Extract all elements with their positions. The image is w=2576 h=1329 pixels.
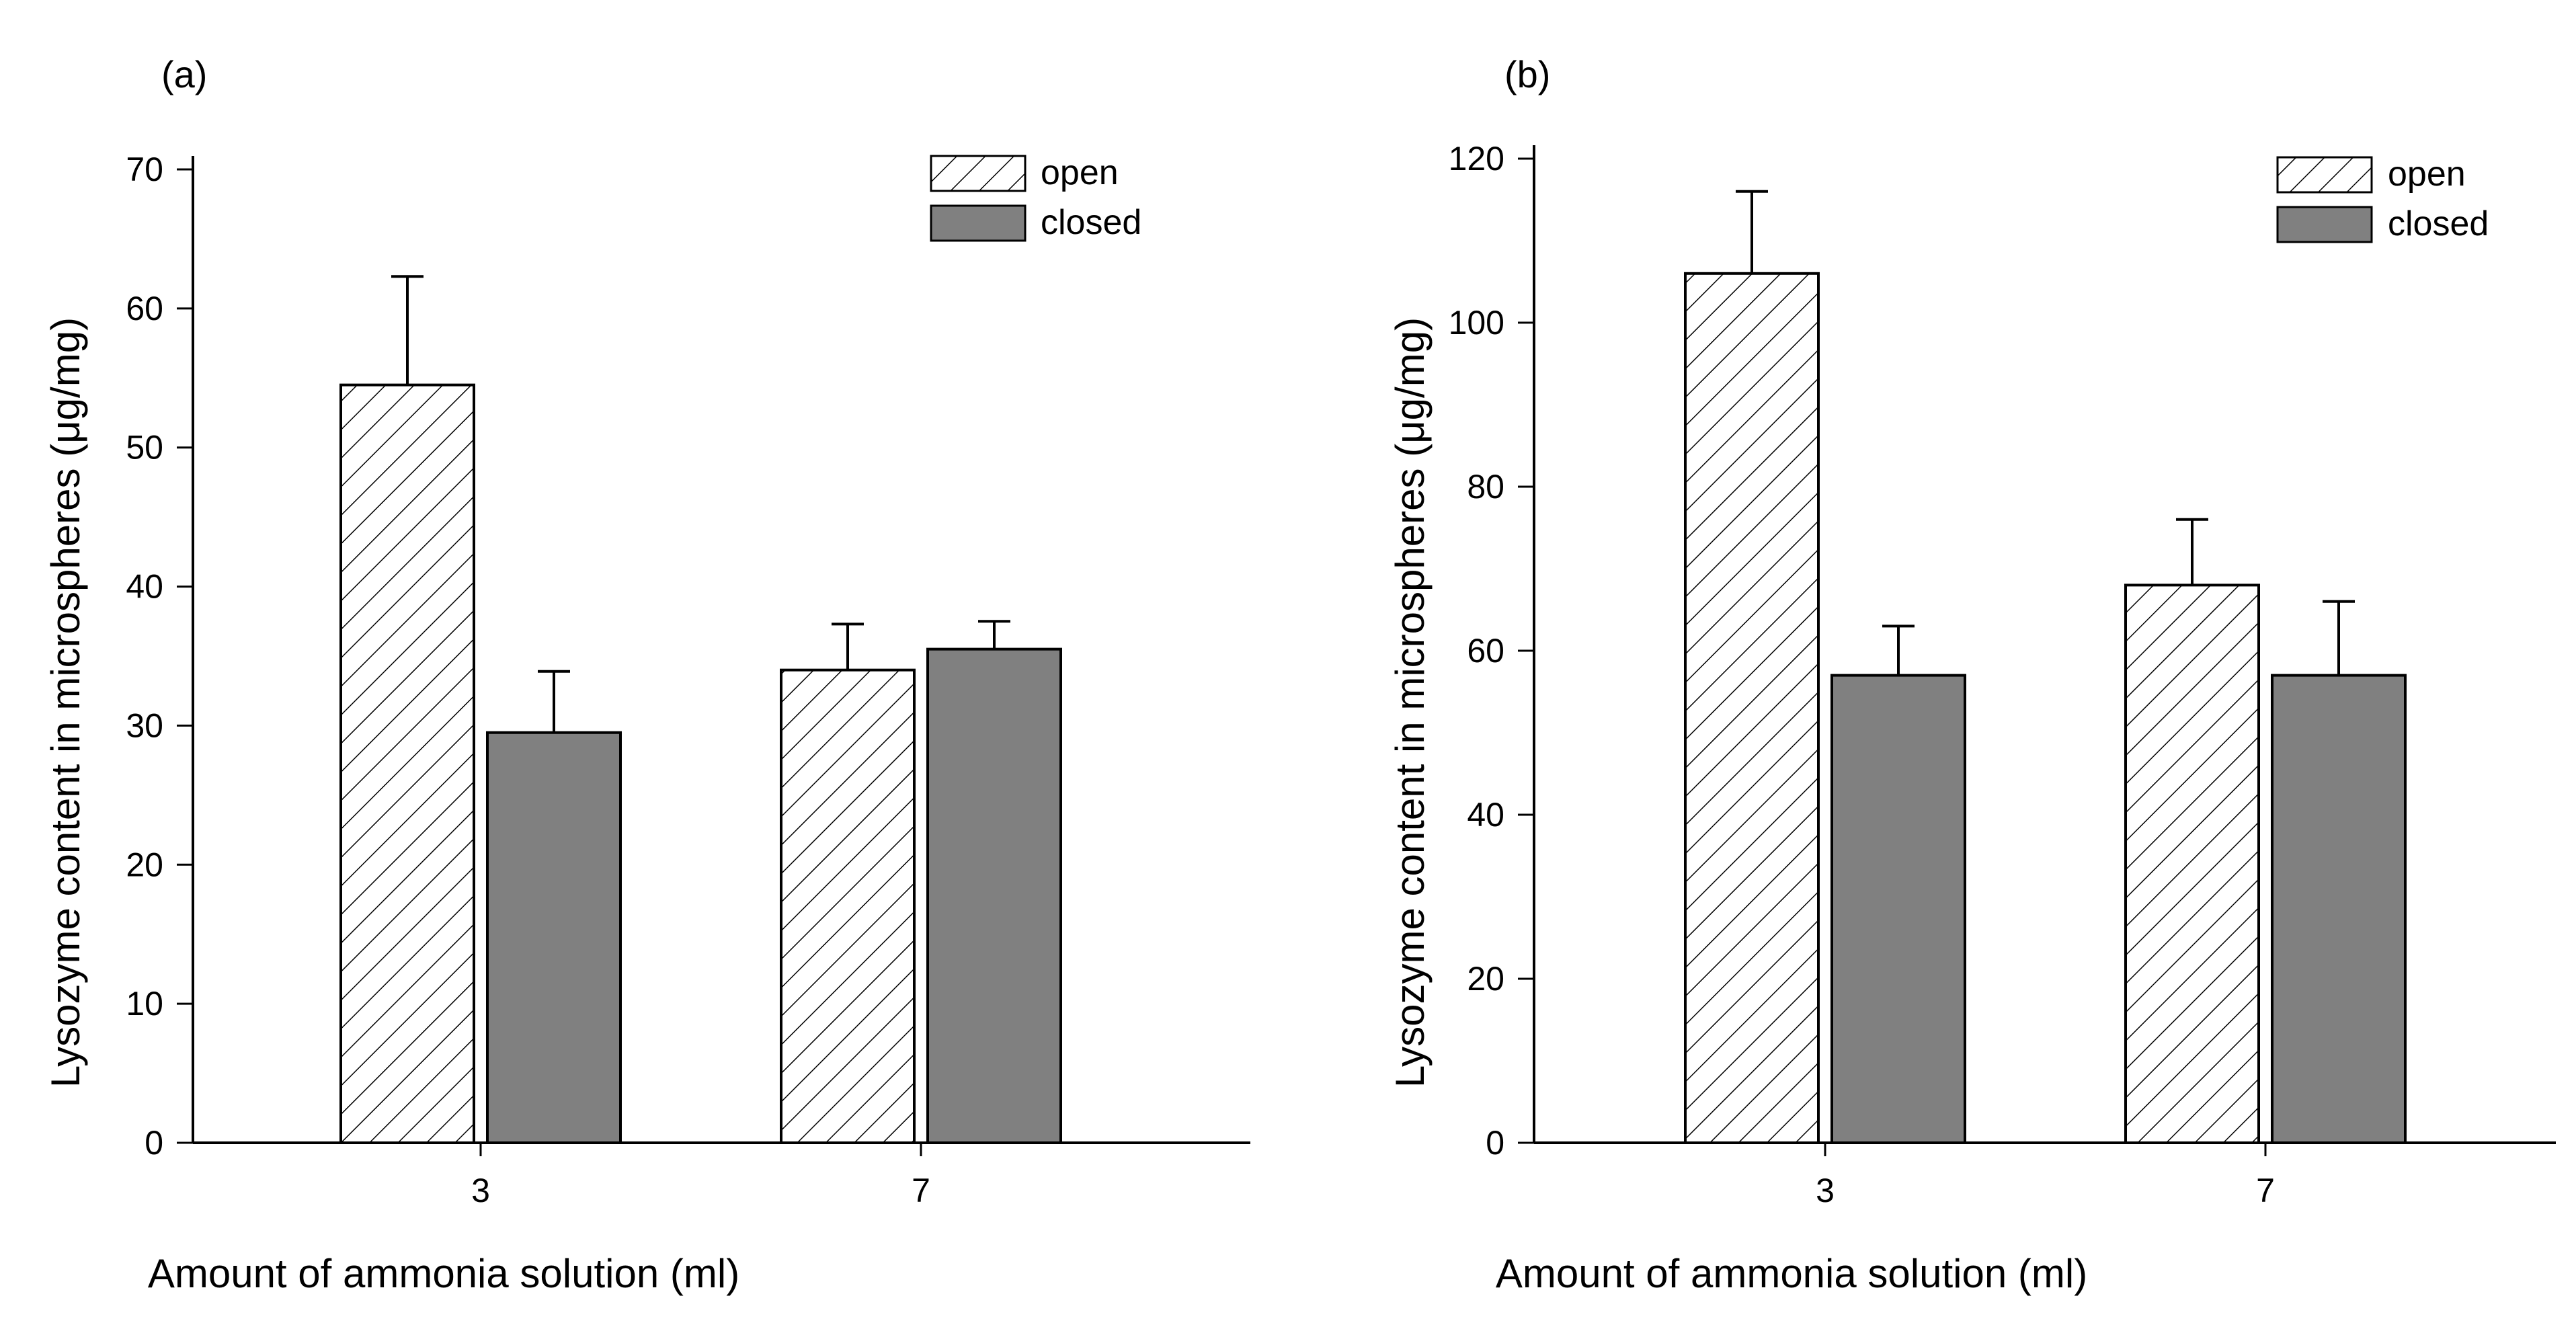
panel-b-bar-open-3 (1684, 272, 1820, 1144)
panel-b-bar-closed-7 (2271, 674, 2407, 1144)
panel-b-y-tick-label: 20 (1467, 960, 1504, 998)
panel-b-y-tick-label: 40 (1467, 796, 1504, 834)
panel-a-y-tick-label: 10 (126, 985, 163, 1022)
panel-b-legend-open-label: open (2388, 155, 2466, 194)
panel-b-y-tick-label: 60 (1467, 632, 1504, 670)
panel-a-bar-open-7 (780, 668, 916, 1144)
panel-b-label: (b) (1504, 53, 1550, 95)
panel-a-bars (339, 275, 1062, 1145)
panel-b-legend: open closed (2276, 155, 2489, 243)
panel-a-label: (a) (161, 53, 207, 95)
panel-a-bar-closed-3 (486, 731, 622, 1145)
panel-b-y-ticks: 0 20 40 60 80 100 120 (1449, 140, 1534, 1162)
panel-b-legend-open-swatch (2276, 156, 2373, 194)
panel-a-x-tick-label: 3 (471, 1172, 490, 1209)
panel-a-y-tick-label: 60 (126, 290, 163, 327)
panel-a-x-axis-title: Amount of ammonia solution (ml) (148, 1251, 739, 1296)
panel-a-legend: open closed (930, 153, 1141, 242)
panel-b-y-tick-label: 120 (1449, 140, 1504, 177)
panel-a-bar-closed-7 (926, 647, 1062, 1144)
panel-a-legend-open-label: open (1041, 153, 1119, 192)
panel-a-legend-closed-label: closed (1041, 203, 1141, 242)
panel-b: (b) Amount of ammonia solution (ml) Lyso… (1387, 53, 2556, 1296)
panel-a-legend-closed-swatch (930, 204, 1027, 242)
panel-a-x-tick-label: 7 (912, 1172, 930, 1209)
panel-b-y-tick-label: 80 (1467, 468, 1504, 506)
panel-b-bar-open-7 (2124, 583, 2260, 1144)
panel-a-y-tick-label: 20 (126, 846, 163, 883)
panel-a-legend-open-swatch (930, 155, 1027, 192)
panel-a-y-tick-label: 40 (126, 568, 163, 606)
panel-a-y-tick-label: 70 (126, 151, 163, 188)
panel-a-bar-open-3 (339, 383, 475, 1145)
panel-b-x-axis-title: Amount of ammonia solution (ml) (1496, 1251, 2087, 1296)
panel-a-y-tick-label: 50 (126, 429, 163, 467)
panel-b-bar-closed-3 (1830, 674, 1966, 1144)
panel-b-y-tick-label: 0 (1486, 1124, 1504, 1162)
panel-a-y-tick-label: 0 (145, 1124, 163, 1162)
panel-b-legend-closed-label: closed (2388, 204, 2489, 243)
panel-a-y-tick-label: 30 (126, 707, 163, 744)
panel-a: (a) Amount of ammonia solution (ml) Lyso… (43, 53, 1250, 1296)
panel-b-legend-closed-swatch (2276, 206, 2373, 243)
panel-b-bars (1684, 190, 2407, 1144)
panel-b-y-tick-label: 100 (1449, 304, 1504, 341)
panel-a-y-axis-title: Lysozyme content in microspheres (μg/mg) (43, 317, 88, 1088)
panel-a-y-ticks: 0 10 20 30 40 50 60 70 (126, 151, 193, 1162)
panel-b-x-tick-label: 7 (2256, 1172, 2275, 1209)
panel-b-y-axis-title: Lysozyme content in microspheres (μg/mg) (1387, 317, 1433, 1088)
panel-b-x-tick-label: 3 (1816, 1172, 1835, 1209)
